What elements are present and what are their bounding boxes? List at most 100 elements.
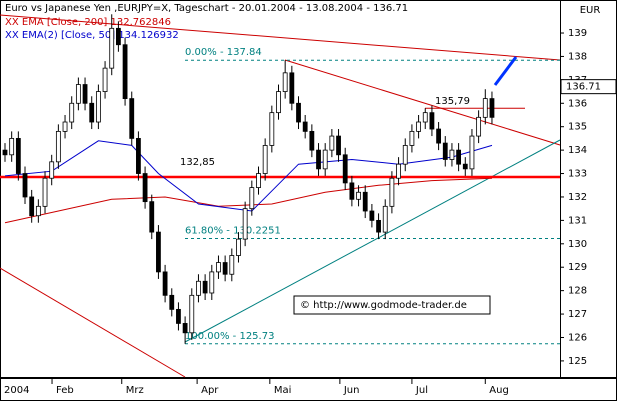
candle-body: [35, 205, 41, 217]
candle-body: [9, 138, 15, 156]
trend-line: [0, 267, 186, 378]
candle-body: [149, 201, 155, 233]
candle-body: [462, 163, 468, 170]
candle-body: [176, 308, 181, 324]
candle-body: [129, 98, 135, 139]
last-price-box: [560, 79, 617, 95]
candle-body: [196, 280, 201, 296]
x-tick-label: Mrz: [126, 385, 144, 396]
legend-entry: XX EMA(2) [Close, 50] 134.126932: [5, 30, 179, 41]
candle-body: [382, 205, 388, 233]
candle-body: [55, 130, 61, 163]
y-tick-label: 138: [568, 51, 587, 62]
x-tick-label: 2004: [4, 385, 29, 396]
candle-body: [402, 145, 408, 165]
candle-body: [102, 67, 108, 92]
candle-body: [369, 210, 375, 221]
candle-body: [296, 102, 301, 123]
candle-body: [422, 112, 428, 123]
plot-frame: [0, 0, 561, 378]
watermark: © http://www.godmode-trader.de: [300, 300, 467, 311]
candle-body: [322, 149, 328, 170]
candle-body: [49, 161, 55, 179]
watermark-box: [293, 295, 491, 315]
candle-body: [336, 135, 341, 156]
candle-body: [209, 271, 215, 294]
y-tick-label: 134: [568, 145, 587, 156]
legend-entry: XX EMA [Close, 200] 132.762846: [5, 17, 171, 28]
candle-body: [89, 102, 95, 123]
candle-body: [476, 116, 482, 137]
fib-label: 61.80% - 130.2251: [185, 226, 281, 237]
candle-body: [289, 72, 295, 104]
candle-body: [69, 102, 75, 123]
candle-body: [262, 145, 268, 174]
candle-body: [482, 98, 488, 118]
last-price-label: 136.71: [566, 82, 601, 93]
candle-body: [356, 191, 361, 200]
candle-body: [429, 112, 435, 130]
y-tick-label: 129: [568, 262, 587, 273]
candle-body: [409, 130, 415, 146]
axis-frame: [560, 0, 617, 378]
candle-body: [75, 84, 81, 104]
candle-body: [109, 27, 115, 69]
candle-body: [22, 173, 28, 198]
candle-body: [449, 149, 455, 160]
x-tick-label: Aug: [489, 385, 509, 396]
candle-body: [216, 262, 221, 273]
candle-body: [142, 173, 148, 203]
x-tick-label: Feb: [56, 385, 74, 396]
candle-body: [389, 177, 395, 207]
candle-body: [276, 91, 281, 114]
candle-body: [469, 135, 475, 170]
candle-body: [242, 208, 248, 240]
y-tick-label: 136: [568, 98, 587, 109]
candle-body: [116, 27, 121, 46]
candle-body: [309, 130, 315, 151]
candle-body: [396, 163, 401, 179]
y-tick-label: 132: [568, 192, 587, 203]
x-tick-label: Apr: [201, 385, 219, 396]
candle-body: [2, 149, 8, 156]
candle-body: [302, 121, 308, 132]
candle-body: [229, 255, 235, 275]
candle-body: [329, 135, 335, 151]
candle-body: [222, 262, 228, 275]
candle-body: [236, 238, 241, 256]
candle-body: [349, 182, 355, 200]
candle-body: [489, 98, 495, 118]
fib-label: 0.00% - 137.84: [185, 47, 262, 58]
candle-body: [189, 294, 195, 334]
trend-line: [284, 59, 561, 146]
candle-body: [436, 128, 441, 144]
candle-body: [95, 91, 101, 123]
candle-body: [416, 121, 421, 132]
support-label: 132,85: [180, 157, 215, 168]
fib-label: 100.00% - 125.73: [185, 331, 274, 342]
candle-body: [15, 138, 21, 174]
chart-title: Euro vs Japanese Yen ,EURJPY=X, Tagescha…: [5, 3, 408, 14]
candle-body: [162, 271, 168, 296]
trend-line: [184, 139, 561, 343]
candle-body: [456, 149, 462, 165]
candle-body: [42, 177, 48, 207]
trend-lines: [0, 14, 561, 378]
y-tick-label: 135: [568, 122, 587, 133]
candle-body: [136, 138, 141, 174]
candle-body: [29, 196, 35, 217]
candle-body: [316, 149, 321, 170]
candle-body: [362, 191, 368, 212]
x-tick-label: Jul: [415, 385, 428, 396]
x-tick-label: Mai: [274, 385, 292, 396]
y-tick-label: 130: [568, 239, 587, 250]
candle-body: [442, 142, 448, 160]
candle-body: [182, 323, 188, 334]
y-tick-label: 128: [568, 286, 587, 297]
date-axis-frame: [0, 378, 617, 401]
x-tick-label: Jun: [343, 385, 360, 396]
candle-body: [202, 280, 208, 294]
y-tick-label: 126: [568, 332, 587, 343]
candle-body: [122, 44, 128, 99]
